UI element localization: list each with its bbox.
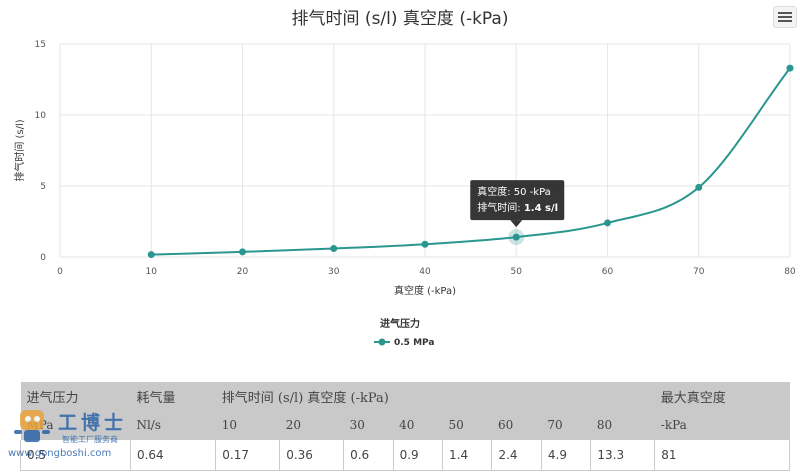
tooltip-arrow — [510, 220, 523, 228]
x-tick-label: 40 — [419, 267, 431, 277]
legend-item[interactable]: 0.5 MPa — [374, 338, 434, 348]
data-point — [421, 240, 429, 248]
tooltip-line2: 排气时间: 1.4 s/l — [477, 201, 558, 214]
y-tick-label: 10 — [35, 111, 47, 121]
hamburger-menu-icon — [778, 12, 792, 22]
data-point — [786, 64, 794, 72]
header-vacuum-10: 10 — [215, 410, 280, 440]
tooltip-line2-value: 1.4 s/l — [524, 203, 558, 214]
table-row: 0.5 0.64 0.17 0.36 0.6 0.9 1.4 2.4 4.9 1… — [20, 440, 790, 471]
cell-time-10: 0.17 — [215, 440, 281, 471]
header-unit-mpa: MPa — [20, 410, 131, 440]
y-axis-ticks: 0 5 10 15 — [35, 40, 47, 263]
data-point — [604, 219, 611, 227]
header-vacuum-40: 40 — [393, 410, 443, 440]
x-tick-label: 80 — [784, 267, 796, 277]
header-inlet-pressure: 进气压力 — [20, 382, 131, 410]
cell-time-50: 1.4 — [442, 440, 493, 471]
x-tick-label: 30 — [328, 267, 340, 277]
header-unit-nls: Nl/s — [130, 410, 216, 440]
header-max-vacuum: 最大真空度 — [654, 382, 790, 410]
legend-title: 进气压力 — [380, 317, 420, 330]
header-unit-kpa: -kPa — [654, 410, 790, 440]
tooltip-line1: 真空度: 50 -kPa — [477, 185, 551, 198]
header-vacuum-80: 80 — [590, 410, 655, 440]
cell-time-30: 0.6 — [343, 440, 394, 471]
tooltip-line2-label: 排气时间: — [477, 201, 524, 214]
data-point — [330, 244, 338, 252]
y-axis-title: 排气时间 (s/l) — [13, 119, 26, 181]
header-vacuum-50: 50 — [442, 410, 492, 440]
cell-time-80: 13.3 — [590, 440, 656, 471]
cell-time-20: 0.36 — [279, 440, 345, 471]
header-vacuum-20: 20 — [279, 410, 344, 440]
series-line — [151, 67, 791, 256]
data-point — [147, 251, 155, 259]
x-axis-title: 真空度 (-kPa) — [394, 284, 456, 297]
tooltip-box — [470, 180, 565, 221]
chart-menu-button[interactable] — [773, 6, 797, 28]
data-table: 进气压力 耗气量 排气时间 (s/l) 真空度 (-kPa) 最大真空度 MPa… — [20, 382, 790, 471]
x-tick-label: 10 — [146, 267, 158, 277]
series-group — [147, 64, 794, 259]
data-point — [512, 233, 520, 241]
x-tick-label: 50 — [511, 267, 523, 277]
x-tick-label: 0 — [57, 267, 63, 277]
legend-label: 0.5 MPa — [394, 338, 434, 348]
cell-time-60: 2.4 — [491, 440, 542, 471]
table-header-row-2: MPa Nl/s 10 20 30 40 50 60 70 80 -kPa — [20, 410, 790, 440]
data-point — [239, 248, 246, 256]
chart-title: 排气时间 (s/l) 真空度 (-kPa) — [291, 9, 509, 29]
x-axis-ticks: 0 10 20 30 40 50 60 70 80 — [57, 267, 796, 277]
y-tick-label: 5 — [40, 182, 46, 192]
cell-inlet-pressure: 0.5 — [20, 440, 131, 471]
line-chart: 0 10 20 30 40 50 60 70 80 0 5 10 15 真空度 (-kPa) 排气时间… — [13, 40, 796, 348]
data-point — [695, 183, 703, 191]
cell-air-consumption: 0.64 — [130, 440, 217, 471]
header-vacuum-70: 70 — [541, 410, 591, 440]
cell-time-70: 4.9 — [541, 440, 592, 471]
legend-marker — [378, 338, 386, 346]
table-header-row-1: 进气压力 耗气量 排气时间 (s/l) 真空度 (-kPa) 最大真空度 — [20, 382, 790, 410]
header-exhaust-time: 排气时间 (s/l) 真空度 (-kPa) — [215, 382, 655, 410]
y-tick-label: 15 — [35, 40, 46, 50]
chart-grid — [59, 43, 791, 258]
cell-max-vacuum: 81 — [654, 440, 790, 471]
header-air-consumption: 耗气量 — [130, 382, 216, 410]
header-vacuum-60: 60 — [491, 410, 542, 440]
x-tick-label: 70 — [693, 267, 705, 277]
header-vacuum-30: 30 — [343, 410, 394, 440]
x-tick-label: 20 — [237, 267, 249, 277]
y-tick-label: 0 — [40, 253, 46, 263]
x-tick-label: 60 — [602, 267, 614, 277]
cell-time-40: 0.9 — [393, 440, 444, 471]
data-tooltip: 真空度: 50 -kPa 排气时间: 1.4 s/l — [470, 180, 565, 228]
